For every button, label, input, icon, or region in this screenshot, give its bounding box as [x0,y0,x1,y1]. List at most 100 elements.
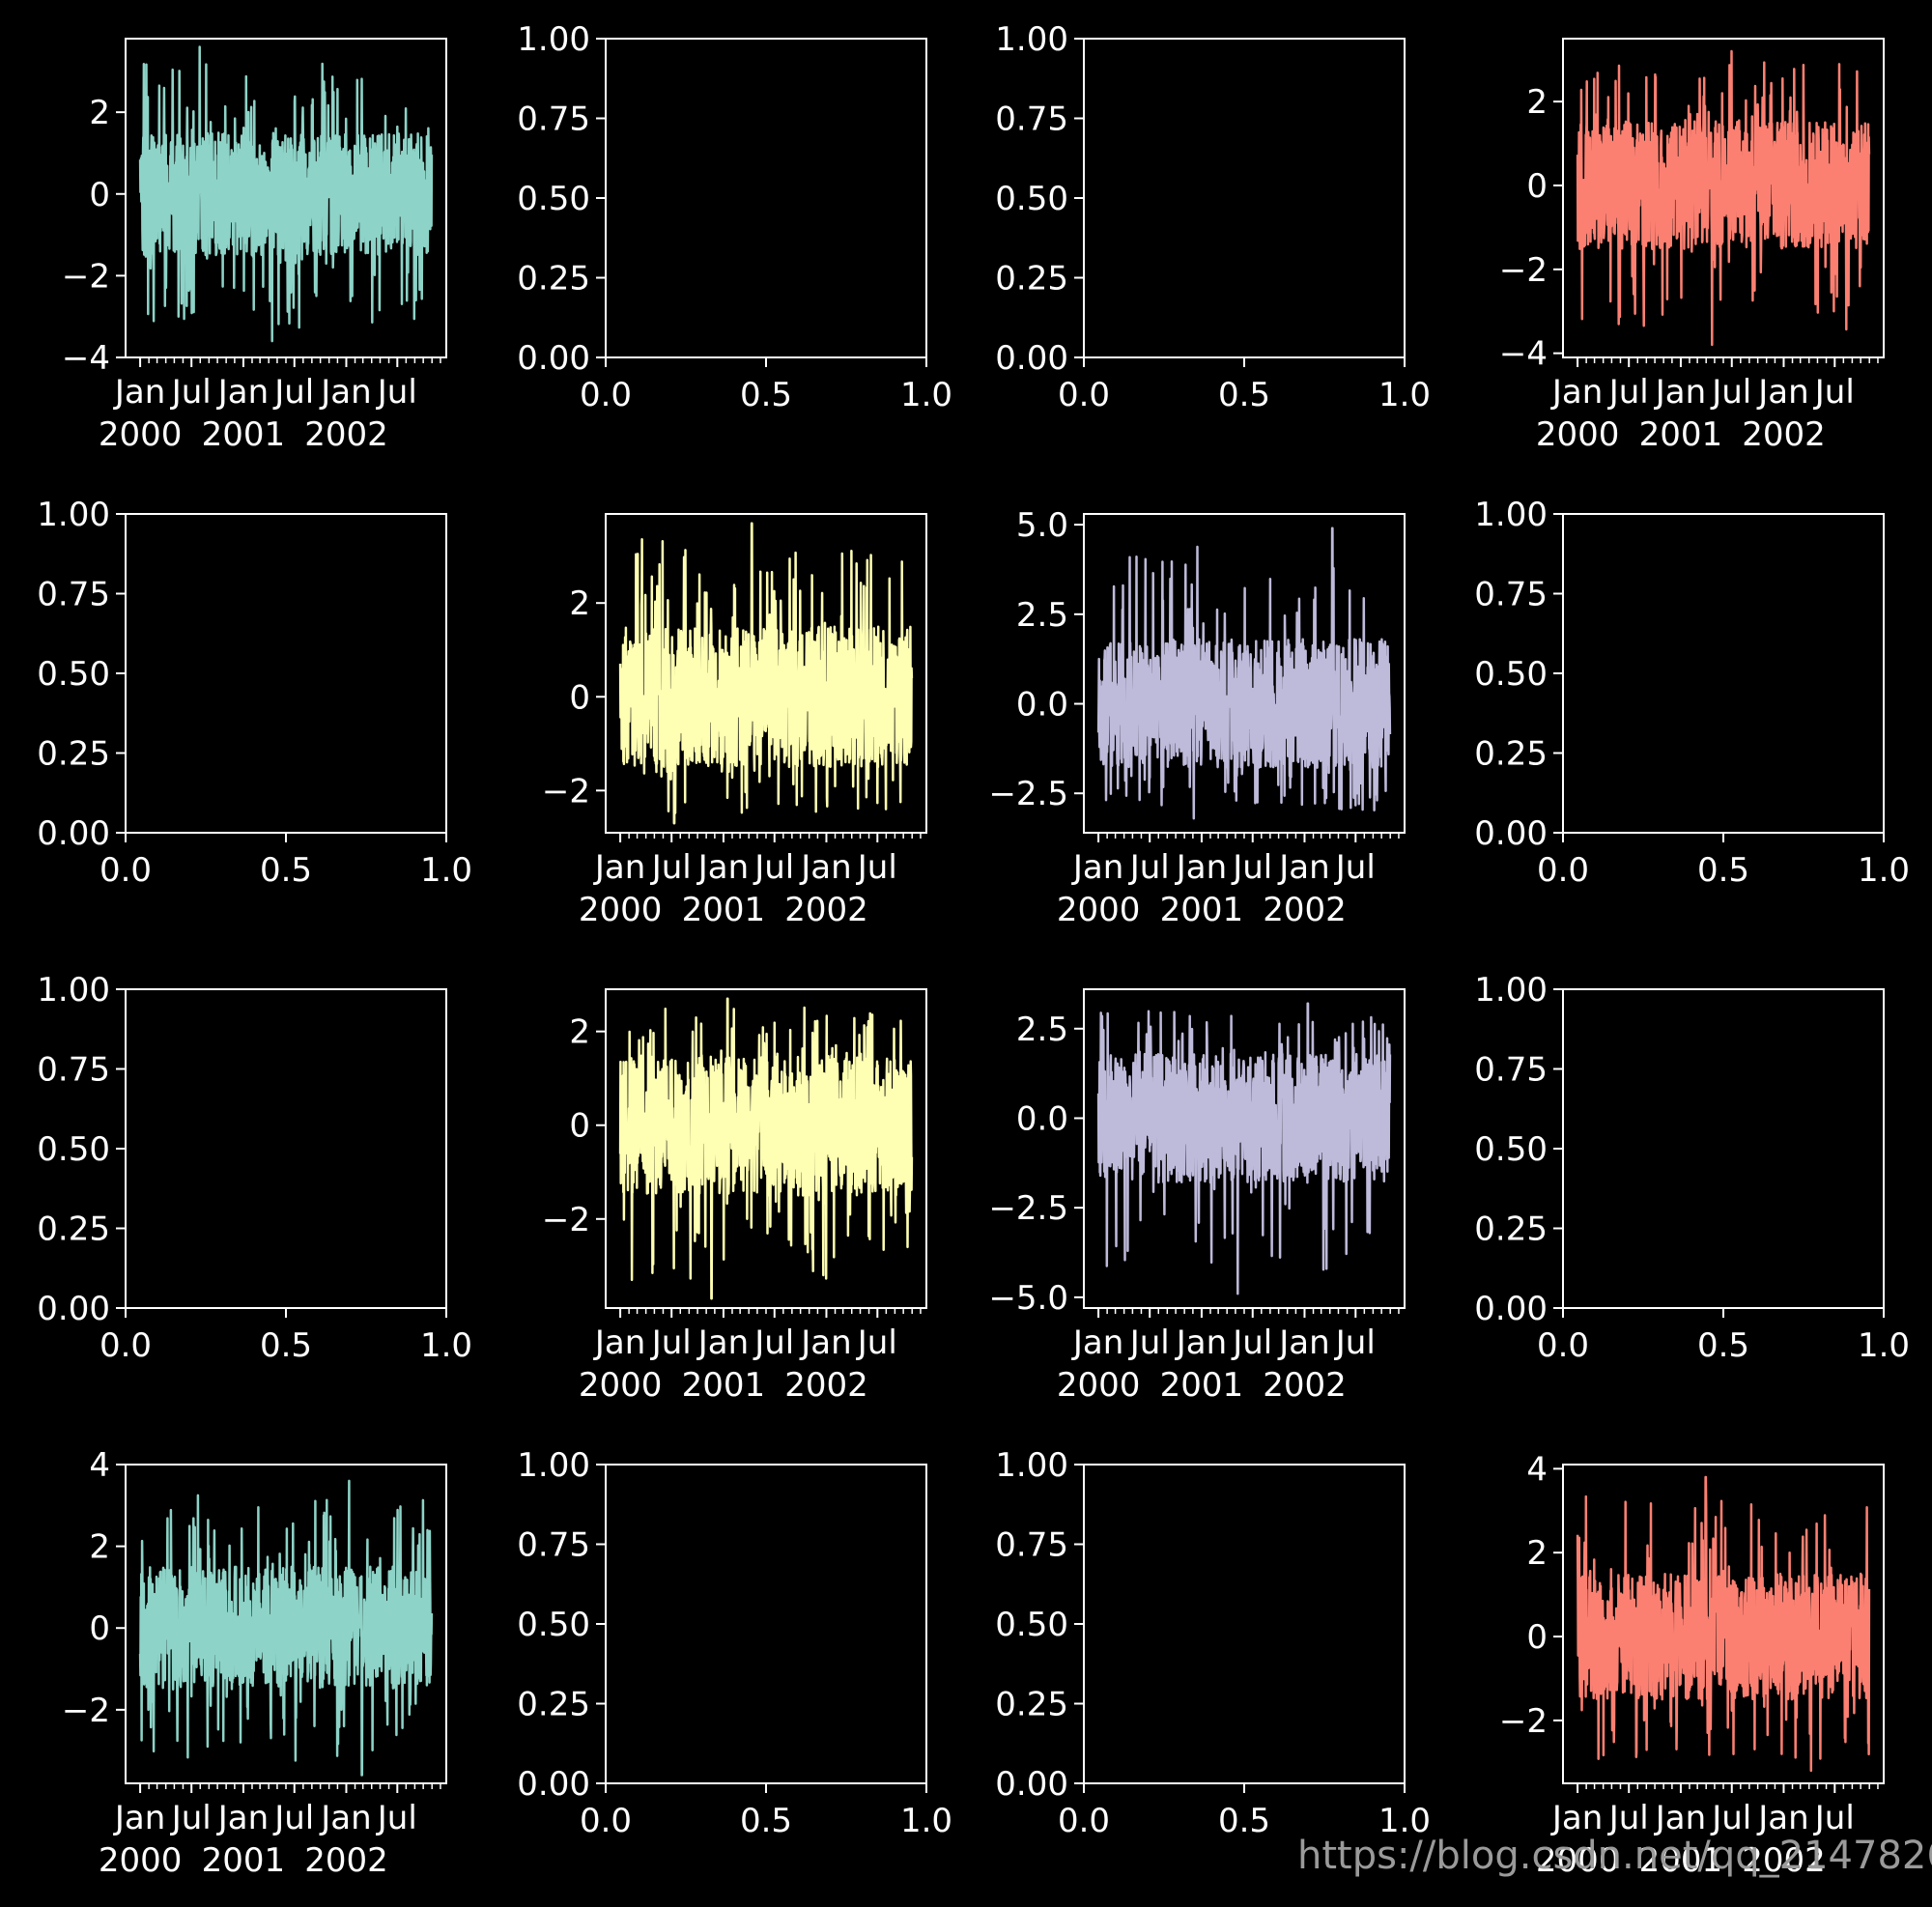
x-tick-label: 0.0 [580,1802,632,1840]
axes-frame [1562,988,1885,1309]
x-tick-label: Jul [1334,848,1376,887]
y-tick-label: 2 [569,1013,590,1052]
x-tick-label: Jul [1231,848,1272,887]
y-tick-label: 0.75 [37,576,110,614]
y-tick-label: 1.00 [517,20,590,59]
x-tick-label: Jul [1710,1799,1751,1837]
y-tick-label: 0.50 [37,655,110,694]
x-tick-label: Jan [1277,848,1329,887]
x-tick-year-label: 2000 [1536,415,1620,454]
x-tick-label: 0.0 [99,851,152,890]
x-tick-label: Jan [319,373,371,412]
y-tick-label: 4 [89,1446,110,1485]
y-tick-label: 5.0 [1016,506,1068,545]
y-tick-label: 1.00 [995,1446,1068,1485]
x-tick-label: Jan [799,848,851,887]
x-tick-label: Jul [1607,1799,1649,1837]
x-tick-label: Jan [696,848,749,887]
y-tick-label: 0 [89,1609,110,1648]
x-tick-label: 0.0 [580,376,632,414]
x-tick-label: Jan [1550,373,1603,412]
x-tick-label: 0.0 [99,1326,152,1365]
x-tick-label: Jan [319,1799,371,1837]
x-tick-year-label: 2002 [304,1841,388,1880]
axes-frame [125,513,447,834]
axes-frame [125,38,447,358]
x-tick-label: Jul [650,1324,692,1362]
y-tick-label: 0.50 [517,1606,590,1644]
subplot-0-2: 0.00 0.25 0.50 0.75 1.00 0.0 0.5 1.0 [995,20,1431,414]
y-tick-label: 0.00 [517,1765,590,1804]
axes-frame [1083,513,1406,834]
y-tick-label: 0.50 [1474,655,1548,694]
x-tick-year-label: 2001 [1639,1841,1723,1880]
x-tick-label: Jan [1550,1799,1603,1837]
x-tick-label: Jan [593,848,645,887]
x-tick-year-label: 2001 [682,1366,766,1405]
y-tick-label: 0.00 [1474,814,1548,853]
x-tick-year-label: 2000 [1057,1366,1141,1405]
y-tick-label: 0.25 [995,1686,1068,1724]
x-tick-year-label: 2001 [202,1841,286,1880]
x-tick-year-label: 2002 [1263,1366,1347,1405]
y-tick-label: 0.25 [517,1686,590,1724]
y-tick-label: −2 [1499,251,1548,290]
axes-frame [125,988,447,1309]
x-tick-label: 0.5 [1218,376,1270,414]
x-tick-label: Jul [1128,1324,1170,1362]
x-tick-label: Jan [113,1799,165,1837]
x-tick-year-label: 2000 [99,1841,183,1880]
x-tick-label: Jul [856,848,897,887]
series-line [1576,1475,1871,1773]
x-tick-label: 0.5 [1697,1326,1749,1365]
x-tick-label: 0.5 [1697,851,1749,890]
x-tick-label: Jan [593,1324,645,1362]
y-tick-label: 0.75 [37,1051,110,1090]
y-tick-label: 0.75 [995,1526,1068,1565]
x-tick-label: 1.0 [420,851,472,890]
x-tick-label: Jan [1175,848,1227,887]
x-tick-year-label: 2002 [304,415,388,454]
axes-frame [1562,513,1885,834]
subplot-1-0: 0.00 0.25 0.50 0.75 1.00 0.0 0.5 1.0 [37,496,472,890]
x-tick-label: Jul [1334,1324,1376,1362]
y-tick-label: 0.0 [1016,1099,1068,1138]
x-tick-label: 1.0 [1378,376,1431,414]
x-tick-label: 1.0 [900,376,952,414]
series-line [618,522,914,825]
y-tick-label: 2.5 [1016,1010,1068,1049]
x-tick-label: Jan [1756,1799,1808,1837]
y-tick-label: 0.50 [1474,1130,1548,1169]
x-tick-label: 1.0 [900,1802,952,1840]
x-tick-label: 1.0 [1858,851,1910,890]
subplot-2-0: 0.00 0.25 0.50 0.75 1.00 0.0 0.5 1.0 [37,971,472,1365]
subplot-0-1: 0.00 0.25 0.50 0.75 1.00 0.0 0.5 1.0 [517,20,952,414]
x-tick-label: Jul [376,373,417,412]
y-tick-label: −5.0 [988,1279,1068,1318]
x-tick-year-label: 2002 [1742,1841,1826,1880]
watermark-text: https://blog.csdn.net/qq_21478261 [1297,1834,1932,1878]
axes-frame [1083,1464,1406,1784]
x-tick-label: Jul [170,373,212,412]
axes-frame [605,988,927,1309]
x-tick-label: Jul [1128,848,1170,887]
x-tick-label: Jul [272,373,314,412]
axes-frame [1083,38,1406,358]
x-tick-label: Jul [376,1799,417,1837]
y-tick-label: 2 [1526,83,1548,122]
y-tick-label: 0 [1526,167,1548,206]
subplot-1-3: 0.00 0.25 0.50 0.75 1.00 0.0 0.5 1.0 [1474,496,1910,890]
y-tick-label: 1.00 [995,20,1068,59]
x-tick-year-label: 2000 [99,415,183,454]
series-line [1576,49,1871,347]
x-tick-label: Jan [216,1799,269,1837]
y-tick-label: 0.50 [995,180,1068,218]
axes-frame [1562,1464,1885,1784]
x-tick-label: Jan [1277,1324,1329,1362]
x-tick-year-label: 2001 [1160,891,1244,929]
y-tick-label: 0 [89,176,110,214]
